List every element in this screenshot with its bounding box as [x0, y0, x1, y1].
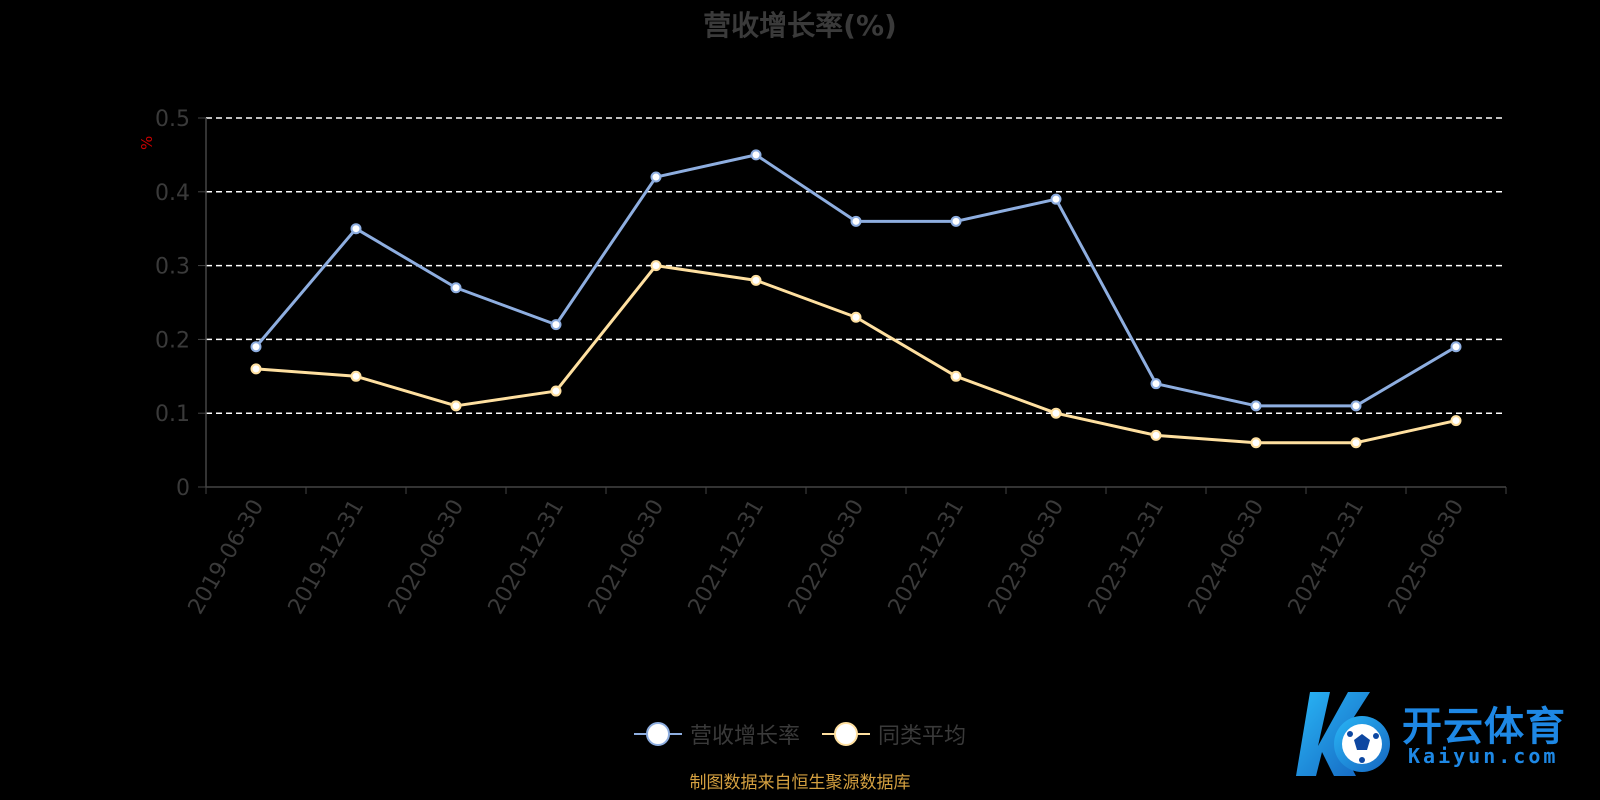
data-point: [850, 215, 862, 227]
legend-item-peer-average[interactable]: 同类平均: [822, 718, 966, 750]
x-tick-label: 2023-12-31: [1084, 496, 1170, 619]
data-point: [950, 215, 962, 227]
data-point: [350, 223, 362, 235]
x-tick-label: 2021-06-30: [584, 496, 670, 619]
data-point: [750, 274, 762, 286]
legend-label-peer-average: 同类平均: [878, 724, 967, 749]
data-point: [950, 370, 962, 382]
y-tick-label: 0.3: [155, 255, 190, 280]
y-tick-label: 0.1: [155, 402, 190, 427]
data-point: [1350, 400, 1362, 412]
y-tick-label: 0: [176, 476, 190, 501]
y-tick-label: 0.5: [155, 107, 190, 132]
data-point: [450, 400, 462, 412]
data-point: [550, 385, 562, 397]
x-tick-label: 2020-12-31: [484, 496, 570, 619]
data-point: [250, 341, 262, 353]
data-point: [1050, 193, 1062, 205]
legend: 营收增长率 同类平均: [0, 718, 1600, 750]
series-line-1: [255, 264, 1457, 445]
data-source-note: 制图数据来自恒生聚源数据库: [689, 773, 911, 793]
data-point: [1150, 378, 1162, 390]
x-tick-label: 2022-12-31: [884, 496, 970, 619]
data-point: [1350, 437, 1362, 449]
data-point: [650, 260, 662, 272]
x-tick-label: 2024-12-31: [1284, 496, 1370, 619]
data-point: [850, 311, 862, 323]
legend-swatch-peer-average: [822, 720, 870, 748]
data-point: [750, 149, 762, 161]
data-point: [1450, 415, 1462, 427]
data-point: [1150, 429, 1162, 441]
x-tick-label: 2024-06-30: [1184, 496, 1270, 619]
chart-title: 营收增长率(%): [703, 9, 897, 42]
watermark-domain: Kaiyun.com: [1408, 744, 1559, 768]
x-tick-label: 2022-06-30: [784, 496, 870, 619]
legend-label-revenue-growth: 营收增长率: [689, 724, 800, 749]
x-tick-label: 2023-06-30: [984, 496, 1070, 619]
legend-item-revenue-growth[interactable]: 营收增长率: [633, 718, 800, 750]
y-tick-label: 0.2: [155, 328, 190, 353]
x-tick-label: 2019-12-31: [284, 496, 370, 619]
data-point: [550, 319, 562, 331]
y-tick-label: 0.4: [155, 181, 190, 206]
data-point: [1050, 407, 1062, 419]
data-point: [450, 282, 462, 294]
data-point: [250, 363, 262, 375]
data-point: [1250, 437, 1262, 449]
x-tick-label: 2019-06-30: [184, 496, 270, 619]
watermark-name: 开云体育: [1402, 704, 1566, 750]
data-point: [1450, 341, 1462, 353]
x-tick-label: 2021-12-31: [684, 496, 770, 619]
x-tick-label: 2020-06-30: [384, 496, 470, 619]
watermark: 开云体育 Kaiyun.com: [1290, 686, 1590, 786]
x-tick-label: 2025-06-30: [1384, 496, 1470, 619]
kaiyun-logo-icon: [1296, 692, 1390, 776]
legend-swatch-revenue-growth: [633, 720, 682, 748]
data-point: [1250, 400, 1262, 412]
data-point: [650, 171, 662, 183]
data-point: [350, 370, 362, 382]
